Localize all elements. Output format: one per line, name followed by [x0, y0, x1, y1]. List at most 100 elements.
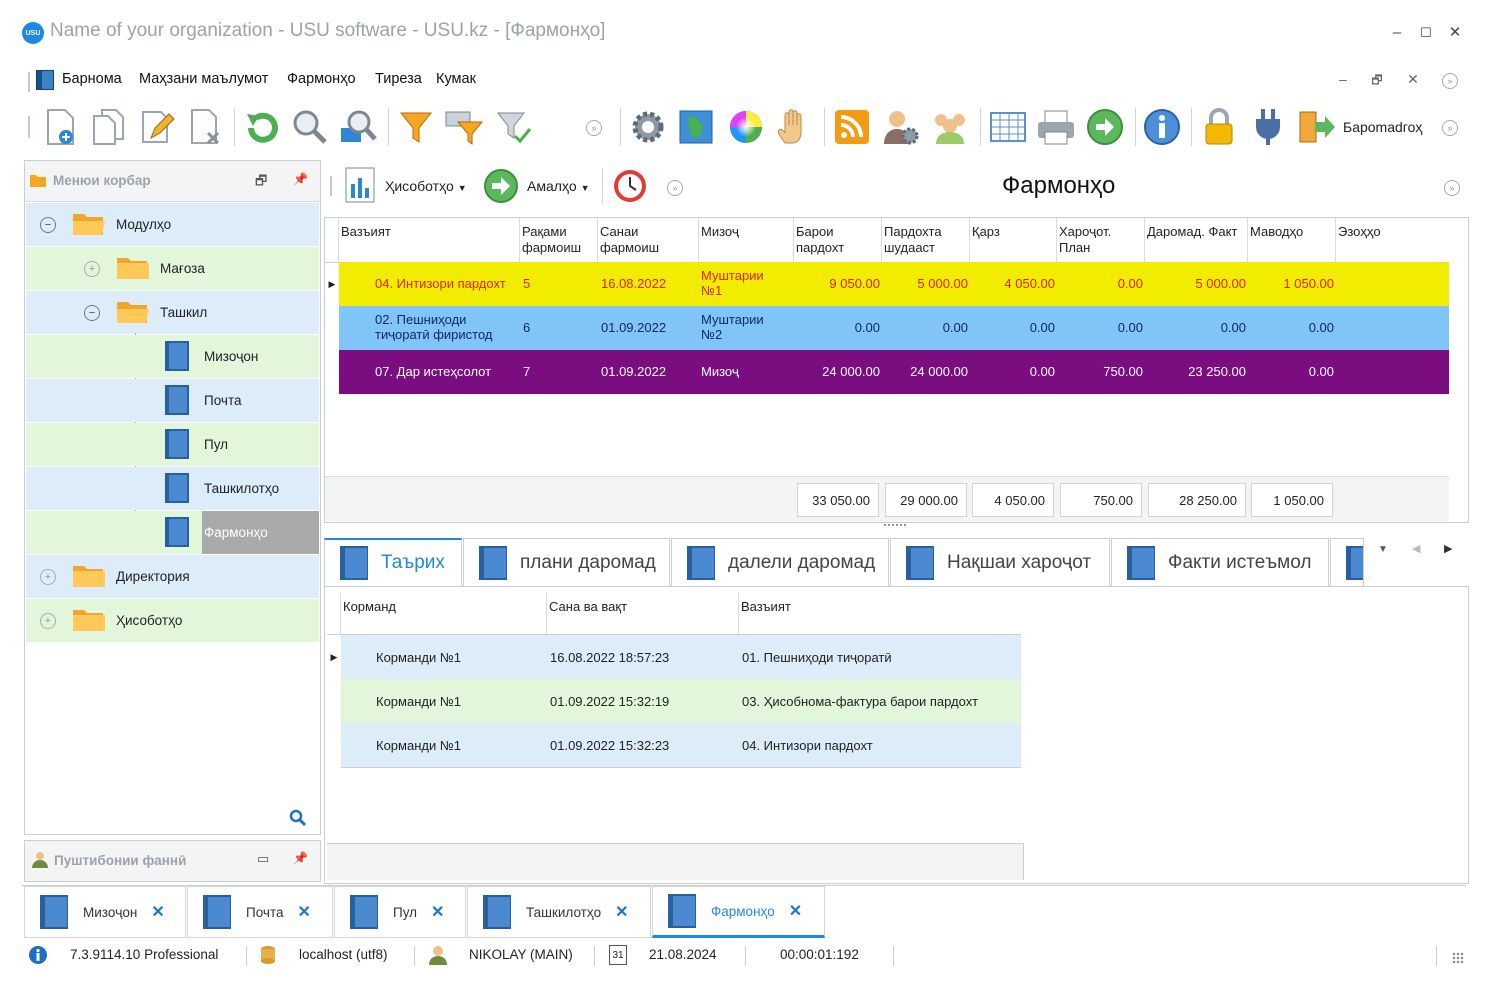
- toolbar-more-icon[interactable]: »: [586, 120, 602, 136]
- close-tab-icon[interactable]: ✕: [788, 903, 803, 920]
- exit-label[interactable]: Бароmadгоҳ: [1343, 119, 1423, 135]
- edit-icon[interactable]: [137, 106, 177, 148]
- menu-orders[interactable]: Фармонҳо: [287, 71, 356, 87]
- content-toolbar-options-icon[interactable]: »: [1444, 180, 1460, 196]
- tree-item-modules[interactable]: − Модулҳо: [26, 203, 319, 246]
- table-icon[interactable]: [988, 106, 1028, 148]
- clear-filter-icon[interactable]: [494, 106, 534, 148]
- print-icon[interactable]: [1036, 106, 1076, 148]
- forward-icon[interactable]: [1085, 106, 1125, 148]
- tab-history[interactable]: Таърих: [324, 538, 462, 586]
- col-debt[interactable]: Қарз: [970, 218, 1057, 262]
- col-datetime[interactable]: Сана ва вақт: [547, 593, 739, 635]
- tree-item-reports[interactable]: + Ҳисоботҳо: [26, 599, 319, 642]
- menu-database[interactable]: Маҳзани маълумот: [139, 71, 269, 87]
- close-button[interactable]: ✕: [1448, 24, 1462, 41]
- filter-settings-icon[interactable]: [444, 106, 484, 148]
- order-row[interactable]: 04. Интизори пардохт 5 16.08.2022 Муштар…: [339, 262, 1449, 306]
- toolbar-overflow-icon[interactable]: »: [1442, 120, 1458, 136]
- close-tab-icon[interactable]: ✕: [151, 904, 165, 921]
- col-status[interactable]: Вазъият: [739, 593, 1021, 635]
- copy-icon[interactable]: [88, 106, 128, 148]
- history-row[interactable]: Корманди №1 01.09.2022 15:32:19 03. Ҳисо…: [341, 679, 1021, 724]
- tabs-next-icon[interactable]: ▶: [1444, 543, 1453, 555]
- actions-icon[interactable]: [483, 168, 519, 204]
- panel-maximize-icon[interactable]: ▭: [257, 851, 270, 866]
- tab-income-plan[interactable]: плани даромад: [463, 538, 670, 586]
- col-materials[interactable]: Маводҳо: [1248, 218, 1336, 262]
- panel-pin-icon[interactable]: 📌: [293, 851, 308, 865]
- delete-icon[interactable]: [186, 106, 226, 148]
- reports-dropdown[interactable]: Ҳисоботҳо ▼: [385, 178, 467, 194]
- tab-overflow[interactable]: [1330, 538, 1364, 586]
- col-paid[interactable]: Пардохта шудааст: [882, 218, 970, 262]
- col-status[interactable]: Вазъият: [339, 218, 520, 262]
- new-document-icon[interactable]: [40, 106, 80, 148]
- col-income-fact[interactable]: Даромад. Факт: [1145, 218, 1248, 262]
- menu-help[interactable]: Кумак: [436, 71, 476, 87]
- tab-consumption-fact[interactable]: Факти истеъмол: [1111, 538, 1329, 586]
- filter-icon[interactable]: [396, 106, 436, 148]
- tree-item-organization[interactable]: − Ташкил: [26, 291, 319, 334]
- mdi-close-button[interactable]: ✕: [1407, 71, 1419, 87]
- tabs-prev-icon[interactable]: ◀: [1412, 543, 1421, 555]
- nav-search-icon[interactable]: [289, 809, 307, 827]
- tree-item-organizations[interactable]: Ташкилотҳо: [26, 467, 319, 510]
- menu-program[interactable]: Барнома: [62, 71, 122, 87]
- panel-float-icon[interactable]: 🗗: [255, 173, 268, 188]
- col-order-date[interactable]: Санаи фармоиш: [598, 218, 699, 262]
- tree-item-store[interactable]: + Мағоза: [26, 247, 319, 290]
- doc-tab-mail[interactable]: Почта ✕: [187, 886, 333, 938]
- color-wheel-icon[interactable]: [726, 106, 766, 148]
- menu-window[interactable]: Тиреза: [375, 71, 422, 87]
- history-row[interactable]: Корманди №1 16.08.2022 18:57:23 01. Пешн…: [341, 635, 1021, 680]
- tree-item-mail[interactable]: Почта: [26, 379, 319, 422]
- order-row[interactable]: 07. Дар истеҳсолот 7 01.09.2022 Мизоҷ 24…: [339, 350, 1449, 394]
- maximize-button[interactable]: ☐: [1420, 25, 1432, 40]
- col-client[interactable]: Мизоҷ: [699, 218, 794, 262]
- content-toolbar-more-icon[interactable]: »: [667, 180, 683, 196]
- menu-options-icon[interactable]: »: [1442, 73, 1458, 89]
- map-icon[interactable]: [676, 106, 716, 148]
- tree-item-clients[interactable]: Мизоҷон: [26, 335, 319, 378]
- doc-tab-clients[interactable]: Мизоҷон ✕: [24, 886, 186, 938]
- doc-tab-money[interactable]: Пул ✕: [334, 886, 466, 938]
- tree-item-orders[interactable]: Фармонҳо: [26, 511, 319, 554]
- mdi-minimize-button[interactable]: –: [1339, 71, 1347, 87]
- col-order-number[interactable]: Рақами фармоиш: [520, 218, 598, 262]
- clock-icon[interactable]: [612, 168, 648, 204]
- col-employee[interactable]: Корманд: [341, 593, 547, 635]
- actions-dropdown[interactable]: Амалҳо ▼: [527, 178, 590, 194]
- collapse-icon[interactable]: −: [84, 305, 100, 321]
- collapse-icon[interactable]: −: [40, 217, 56, 233]
- exit-icon[interactable]: [1297, 106, 1337, 148]
- doc-tab-orders[interactable]: Фармонҳо ✕: [652, 886, 825, 938]
- rss-icon[interactable]: [832, 106, 872, 148]
- panel-pin-icon[interactable]: 📌: [293, 172, 308, 186]
- refresh-icon[interactable]: [242, 106, 282, 148]
- tab-income-fact[interactable]: далели даромад: [671, 538, 889, 586]
- order-row[interactable]: 02. Пешниҳоди тиҷоратӣ фиристод 6 01.09.…: [339, 306, 1449, 350]
- tree-item-directory[interactable]: + Директория: [26, 555, 319, 598]
- resize-grip-icon[interactable]: [1452, 952, 1464, 964]
- col-notes[interactable]: Эзоҳҳо: [1338, 224, 1381, 239]
- expand-icon[interactable]: +: [40, 569, 56, 585]
- settings-gear-icon[interactable]: [628, 106, 668, 148]
- search-icon[interactable]: [290, 106, 330, 148]
- expand-icon[interactable]: +: [84, 261, 100, 277]
- history-row[interactable]: Корманди №1 01.09.2022 15:32:23 04. Инти…: [341, 723, 1021, 768]
- splitter-handle[interactable]: [884, 524, 906, 528]
- close-tab-icon[interactable]: ✕: [297, 904, 311, 921]
- info-icon[interactable]: [1142, 106, 1182, 148]
- reports-icon[interactable]: [344, 166, 376, 204]
- tree-item-money[interactable]: Пул: [26, 423, 319, 466]
- close-tab-icon[interactable]: ✕: [615, 904, 629, 921]
- doc-tab-organizations[interactable]: Ташкилотҳо ✕: [467, 886, 651, 938]
- plugin-icon[interactable]: [1248, 106, 1288, 148]
- lock-icon[interactable]: [1199, 106, 1239, 148]
- user-settings-icon[interactable]: [880, 106, 920, 148]
- advanced-search-icon[interactable]: [338, 106, 378, 148]
- minimize-button[interactable]: –: [1392, 24, 1402, 41]
- hand-icon[interactable]: [774, 106, 814, 148]
- users-group-icon[interactable]: [930, 106, 970, 148]
